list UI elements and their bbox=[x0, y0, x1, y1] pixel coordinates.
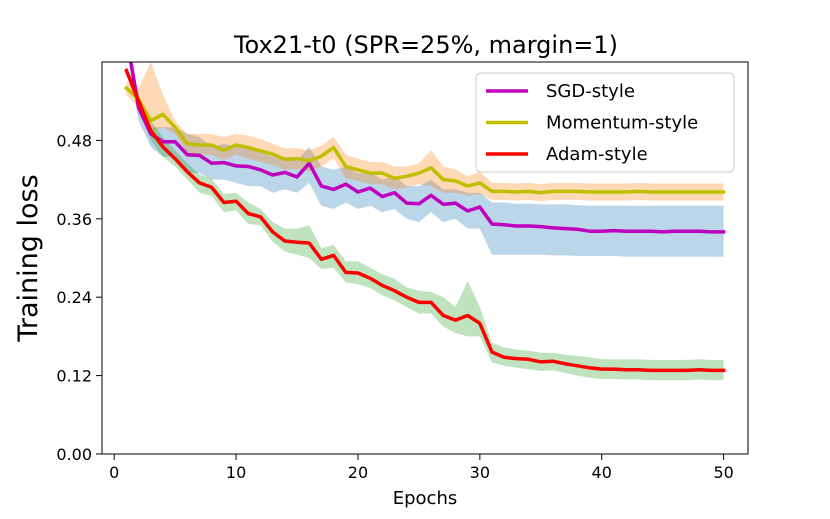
x-tick-label: 20 bbox=[348, 463, 368, 482]
legend-label-sgd-style: SGD-style bbox=[546, 81, 635, 102]
series-lines bbox=[123, 62, 726, 373]
line-momentum-style bbox=[123, 85, 726, 195]
line-adam-style bbox=[124, 68, 726, 373]
y-tick-label: 0.00 bbox=[56, 445, 92, 464]
plot-frame bbox=[101, 61, 749, 455]
x-axis-label: Epochs bbox=[393, 488, 458, 509]
x-tick-label: 40 bbox=[592, 463, 612, 482]
x-tick-label: 10 bbox=[226, 463, 246, 482]
legend: SGD-style Momentum-style Adam-style bbox=[475, 72, 735, 173]
confidence-bands bbox=[126, 62, 724, 381]
x-tick-label: 30 bbox=[470, 463, 490, 482]
y-tick-label: 0.12 bbox=[56, 367, 92, 386]
x-axis: 0 10 20 30 40 50 bbox=[109, 454, 734, 482]
band-momentum-style bbox=[126, 62, 724, 202]
line-sgd-style bbox=[129, 62, 726, 234]
y-tick-label: 0.24 bbox=[56, 288, 92, 307]
y-axis-label: Training loss bbox=[13, 174, 44, 342]
band-sgd-style bbox=[128, 62, 724, 257]
legend-box bbox=[475, 72, 735, 173]
legend-label-momentum-style: Momentum-style bbox=[546, 113, 698, 134]
y-tick-label: 0.48 bbox=[56, 131, 92, 150]
legend-label-adam-style: Adam-style bbox=[546, 144, 648, 165]
y-axis: 0.00 0.12 0.24 0.36 0.48 bbox=[56, 131, 102, 464]
y-tick-label: 0.36 bbox=[56, 210, 92, 229]
x-tick-label: 50 bbox=[713, 463, 733, 482]
x-tick-label: 0 bbox=[109, 463, 119, 482]
chart-title: Tox21-t0 (SPR=25%, margin=1) bbox=[233, 31, 618, 59]
